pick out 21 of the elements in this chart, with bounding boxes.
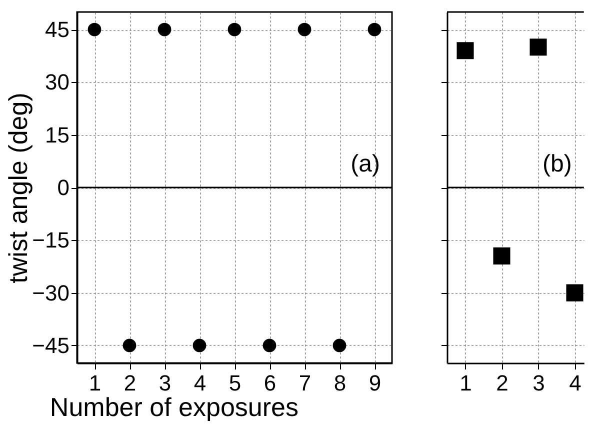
- x-tick-label: 2: [496, 370, 508, 396]
- y-axis-title: twist angle (deg): [3, 92, 34, 284]
- y-tick-label: 45: [45, 17, 70, 42]
- y-tick-label: −15: [32, 228, 70, 253]
- y-tick-label: 0: [57, 175, 70, 200]
- x-tick-label: 4: [569, 370, 582, 396]
- x-tick-label: 3: [532, 370, 545, 396]
- annotation: (a): [350, 150, 380, 178]
- y-tick-label: −30: [32, 280, 70, 306]
- y-tick-label: −45: [32, 332, 70, 358]
- x-tick-label: 1: [460, 370, 472, 396]
- y-tick-label: 15: [45, 122, 70, 148]
- point: [566, 284, 584, 302]
- point: [456, 42, 474, 60]
- point: [530, 38, 547, 56]
- x-tick-label: 7: [298, 370, 312, 396]
- y-tick-label: 30: [45, 70, 70, 95]
- x-tick-label: 9: [368, 370, 382, 396]
- annotation: (b): [542, 150, 572, 178]
- x-tick-label: 8: [334, 370, 346, 396]
- point: [493, 247, 510, 264]
